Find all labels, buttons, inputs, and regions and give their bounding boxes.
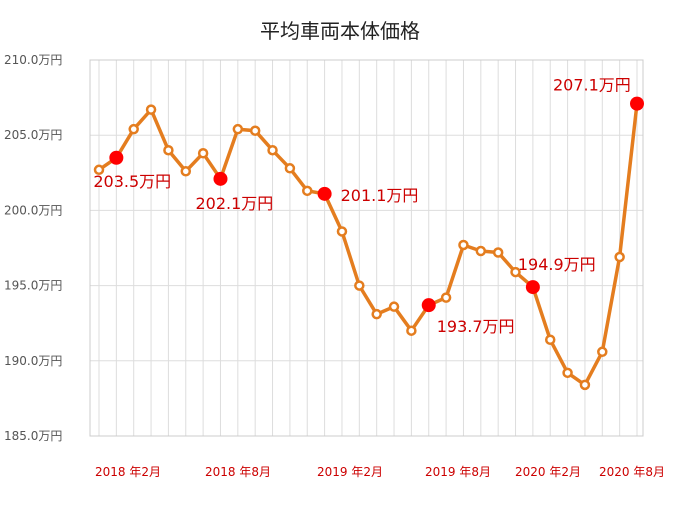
data-label: 207.1万円 xyxy=(553,76,631,95)
highlight-point xyxy=(109,150,124,165)
data-point xyxy=(128,123,139,135)
data-point xyxy=(197,147,209,159)
data-point xyxy=(614,251,625,263)
data-point xyxy=(145,104,157,115)
data-point xyxy=(336,226,348,237)
x-axis: 2018 年2月 2018 年8月 2019 年2月 2019 年8月 2020 年2月… xyxy=(95,465,665,479)
data-point xyxy=(597,346,608,358)
chart-title: 平均車両本体価格 xyxy=(260,19,420,43)
highlight-point xyxy=(213,171,228,186)
data-point xyxy=(544,334,556,345)
data-point xyxy=(163,144,174,156)
y-tick-label: 190.0万円 xyxy=(4,354,62,368)
y-tick-label: 185.0万円 xyxy=(4,429,62,443)
data-point xyxy=(232,123,244,135)
data-labels: 203.5万円 202.1万円 201.1万円 193.7万円 194.9万円 207.1… xyxy=(93,76,630,337)
grid xyxy=(89,59,644,437)
highlight-point xyxy=(630,96,644,111)
data-points xyxy=(93,96,644,391)
data-point xyxy=(440,292,452,303)
x-tick-label: 2018 年2月 xyxy=(95,465,161,479)
data-label: 193.7万円 xyxy=(437,317,515,336)
highlight-point xyxy=(525,280,540,295)
y-tick-label: 195.0万円 xyxy=(4,279,62,293)
series-polyline xyxy=(98,103,639,387)
y-tick-label: 200.0万円 xyxy=(4,203,62,217)
plot-frame xyxy=(89,59,644,437)
series-line xyxy=(98,103,639,387)
data-label: 194.9万円 xyxy=(518,255,596,274)
data-label: 201.1万円 xyxy=(341,186,419,205)
data-point xyxy=(249,125,261,136)
data-point xyxy=(406,325,417,336)
data-label: 203.5万円 xyxy=(93,172,171,191)
y-axis: 210.0万円 205.0万円 200.0万円 195.0万円 190.0万円 185.0… xyxy=(4,53,62,443)
y-tick-label: 210.0万円 xyxy=(4,53,62,67)
highlight-point xyxy=(421,298,436,313)
y-tick-label: 205.0万円 xyxy=(4,128,62,142)
data-point xyxy=(492,247,504,258)
data-point xyxy=(475,245,487,257)
data-point xyxy=(510,266,521,278)
data-point xyxy=(302,185,313,197)
data-point xyxy=(562,367,573,379)
data-point xyxy=(180,166,192,177)
data-point xyxy=(371,308,382,320)
data-point xyxy=(93,164,105,176)
x-tick-label: 2019 年2月 xyxy=(317,465,383,479)
data-point xyxy=(579,379,591,391)
data-point xyxy=(284,163,296,174)
x-tick-label: 2018 年8月 xyxy=(205,465,271,479)
x-tick-label: 2019 年8月 xyxy=(425,465,491,479)
data-label: 202.1万円 xyxy=(195,194,273,213)
x-tick-label: 2020 年8月 xyxy=(599,465,665,479)
data-point xyxy=(354,280,365,291)
data-point xyxy=(388,301,400,312)
highlight-point xyxy=(317,186,332,201)
data-point xyxy=(458,239,469,251)
x-tick-label: 2020 年2月 xyxy=(515,465,581,479)
data-point xyxy=(267,144,278,156)
